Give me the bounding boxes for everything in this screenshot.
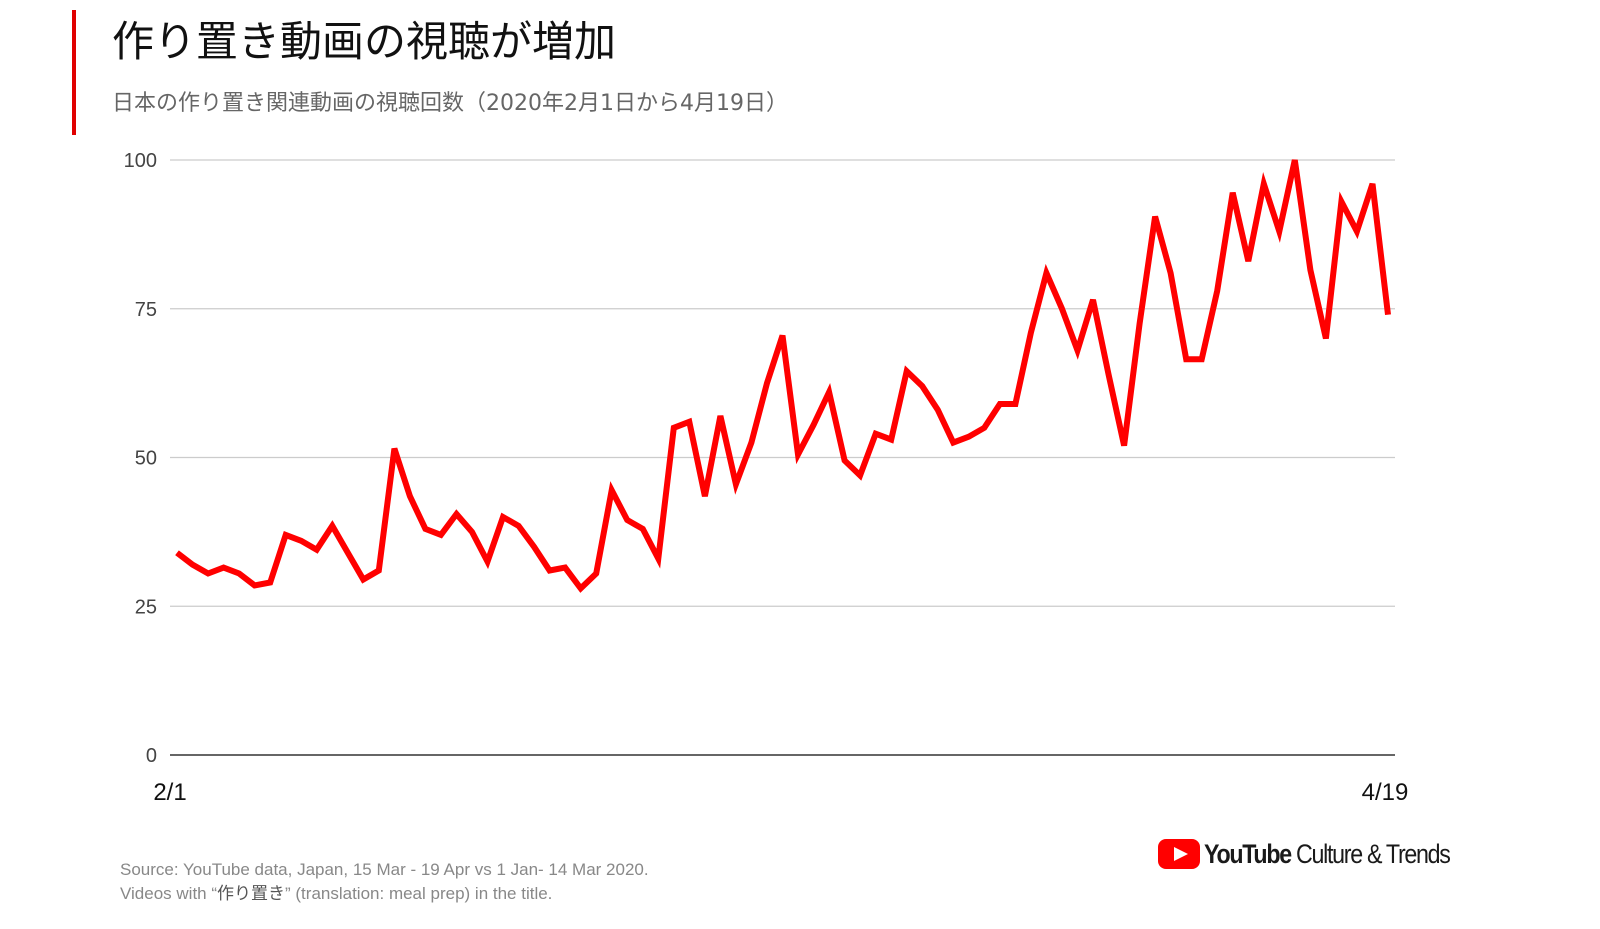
brand-culture-trends: Culture & Trends (1290, 838, 1451, 869)
x-axis-tick-labels: 2/1 4/19 (153, 779, 1408, 806)
chart-title: 作り置き動画の視聴が増加 (112, 17, 617, 66)
chart-subtitle: 日本の作り置き関連動画の視聴回数（2020年2月1日から4月19日） (112, 91, 788, 116)
gridlines (170, 159, 1395, 756)
title-accent-bar (72, 10, 76, 135)
y-axis-tick-labels: 0 25 50 75 100 (124, 150, 157, 767)
y-tick-label: 50 (135, 448, 157, 470)
source-line-2-term: 作り置き (217, 884, 286, 903)
source-line-1: Source: YouTube data, Japan, 15 Mar - 19… (120, 860, 649, 879)
source-line-2-prefix: Videos with “ (120, 884, 218, 903)
brand-youtube: YouTube (1204, 838, 1292, 869)
youtube-culture-trends-logo: YouTube Culture & Trends (1158, 836, 1490, 872)
series-group (175, 159, 1391, 593)
y-tick-label: 100 (124, 150, 157, 172)
source-note: Source: YouTube data, Japan, 15 Mar - 19… (120, 858, 649, 906)
y-tick-label: 0 (146, 745, 157, 767)
y-tick-label: 25 (135, 596, 157, 618)
source-line-2-suffix: ” (translation: meal prep) in the title. (285, 884, 553, 903)
source-line-2: Videos with “作り置き” (translation: meal pr… (120, 882, 649, 906)
series-line (175, 159, 1391, 593)
x-tick-label: 4/19 (1362, 779, 1409, 806)
youtube-play-icon (1158, 839, 1200, 869)
y-tick-label: 75 (135, 299, 157, 321)
brand-name: YouTube Culture & Trends (1204, 838, 1451, 870)
x-tick-label: 2/1 (153, 779, 186, 806)
